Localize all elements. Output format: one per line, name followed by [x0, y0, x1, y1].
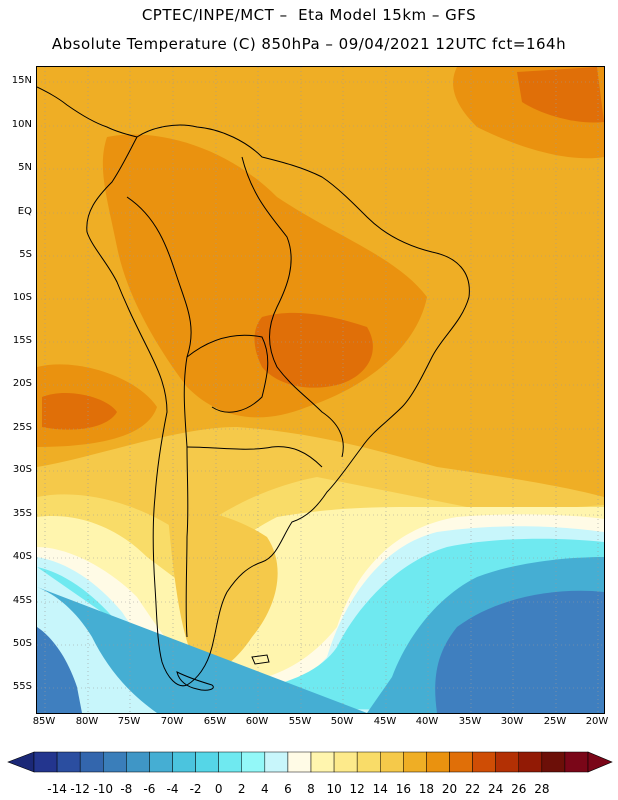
colorbar-swatch: [356, 751, 381, 773]
colorbar-swatch: [449, 751, 473, 773]
colorbar-swatch: [218, 751, 243, 773]
lat-label: 5S: [19, 249, 32, 260]
colorbar-swatch: [518, 751, 543, 773]
lon-label: 70W: [160, 716, 184, 727]
colorbar-label: -4: [166, 782, 179, 796]
lon-label: 50W: [330, 716, 354, 727]
lat-label: 25S: [12, 422, 32, 433]
colorbar-swatch: [79, 751, 104, 773]
colorbar-label: 4: [261, 782, 269, 796]
colorbar-swatch: [495, 751, 519, 773]
temperature-field: [37, 67, 604, 713]
colorbar-label: 12: [349, 782, 365, 796]
colorbar-swatch: [103, 751, 127, 773]
colorbar-label: -6: [143, 782, 156, 796]
lat-label: 20S: [12, 378, 32, 389]
colorbar-label: 6: [284, 782, 292, 796]
colorbar-swatch: [310, 751, 335, 773]
colorbar-swatch: [264, 751, 289, 773]
brazil-border: [241, 156, 344, 458]
colorbar-swatch: [564, 751, 589, 773]
colorbar-swatch: [426, 751, 450, 773]
field-hot-pacific: [42, 392, 117, 430]
lon-label: 40W: [415, 716, 439, 727]
lat-label: 35S: [12, 508, 32, 519]
colorbar-swatch: [33, 751, 58, 773]
central-america-coastline: [37, 86, 138, 138]
lat-label: 55S: [12, 681, 32, 692]
lon-label: 25W: [543, 716, 567, 727]
lat-label: 50S: [12, 638, 32, 649]
bolivia-border: [186, 334, 269, 413]
colorbar-label: 14: [372, 782, 388, 796]
colorbar-swatch: [126, 751, 150, 773]
lat-label: 5N: [18, 162, 32, 173]
colorbar-swatch: [149, 751, 173, 773]
colorbar: [7, 751, 613, 773]
lon-label: 35W: [458, 716, 482, 727]
colorbar-swatch: [287, 751, 312, 773]
colorbar-label: 2: [237, 782, 246, 796]
map-title: CPTEC/INPE/MCT – Eta Model 15km – GFS: [141, 6, 477, 24]
lon-label: 65W: [203, 716, 227, 727]
lon-label: 55W: [288, 716, 312, 727]
colorbar-swatch: [541, 751, 566, 773]
colorbar-over-arrow: [587, 751, 613, 773]
colorbar-label: -10: [93, 782, 114, 796]
colorbar-label: -8: [120, 782, 133, 796]
lat-label: 10S: [12, 292, 32, 303]
field-deep-blue-west: [37, 627, 82, 713]
colorbar-label: 8: [307, 782, 315, 796]
andes-border: [126, 196, 192, 638]
field-patagonia: [167, 507, 278, 671]
argentina-border: [186, 446, 323, 468]
lat-label: 30S: [12, 464, 32, 475]
colorbar-swatch: [241, 751, 266, 773]
lon-label: 60W: [245, 716, 269, 727]
fuego: [176, 671, 214, 691]
lat-label: 15N: [11, 75, 32, 86]
south-america-coastline: [86, 124, 470, 687]
lat-label: 40S: [12, 551, 32, 562]
colorbar-swatch: [472, 751, 496, 773]
lon-label: 80W: [75, 716, 99, 727]
colorbar-label: 10: [326, 782, 342, 796]
colorbar-label: 16: [395, 782, 411, 796]
lon-label: 85W: [32, 716, 56, 727]
colorbar-swatch: [172, 751, 196, 773]
temperature-map: [36, 66, 605, 714]
colorbar-label: 28: [534, 782, 550, 796]
lon-label: 75W: [117, 716, 141, 727]
colorbar-label: -2: [189, 782, 202, 796]
colorbar-swatch: [195, 751, 219, 773]
field-hot-northeast: [517, 67, 604, 123]
colorbar-label: -14: [47, 782, 67, 796]
lat-label: EQ: [17, 206, 32, 217]
lat-label: 45S: [12, 595, 32, 606]
colorbar-label: -12: [70, 782, 90, 796]
colorbar-under-arrow: [7, 751, 35, 773]
colorbar-swatch: [403, 751, 427, 773]
colorbar-label: 18: [418, 782, 435, 796]
colorbar-label: 24: [488, 782, 504, 796]
colorbar-swatch: [56, 751, 81, 773]
map-subtitle: Absolute Temperature (C) 850hPa – 09/04/…: [51, 35, 567, 53]
colorbar-label: 26: [511, 782, 527, 796]
lon-label: 30W: [500, 716, 524, 727]
colorbar-swatch: [380, 751, 404, 773]
colorbar-label: 20: [441, 782, 458, 796]
graticule: [37, 67, 604, 713]
lat-label: 10N: [11, 119, 32, 130]
falklands: [251, 654, 270, 665]
lon-label: 20W: [585, 716, 609, 727]
lon-label: 45W: [373, 716, 397, 727]
colorbar-label: 22: [464, 782, 481, 796]
colorbar-label: 0: [214, 782, 223, 796]
lat-label: 15S: [12, 335, 32, 346]
colorbar-swatch: [333, 751, 358, 773]
field-deep-blue: [435, 590, 604, 713]
